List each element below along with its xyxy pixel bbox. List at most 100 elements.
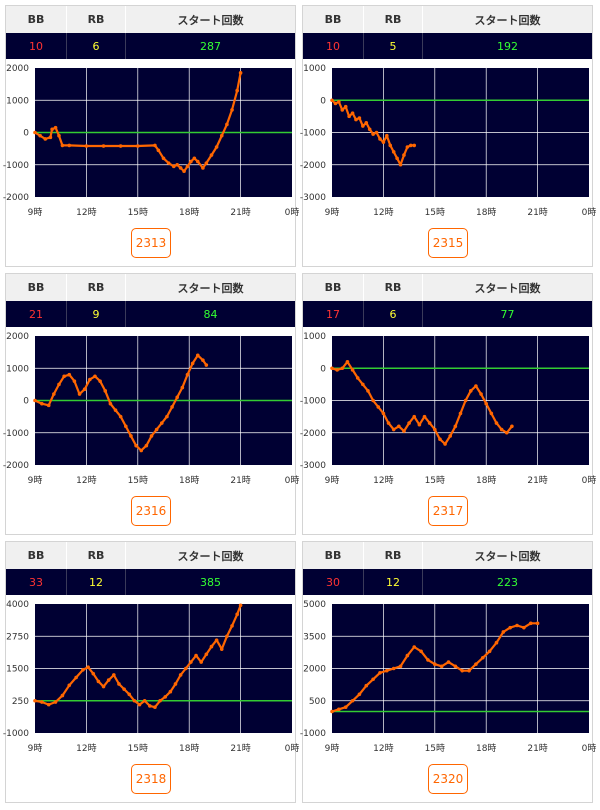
y-tick-label: 0 <box>320 96 326 106</box>
stats-header: BB RB スタート回数 <box>303 274 592 301</box>
x-tick-label: 21時 <box>230 475 250 486</box>
y-tick-label: 0 <box>320 364 326 374</box>
data-point <box>407 421 411 425</box>
machine-number-button[interactable]: 2320 <box>428 764 468 794</box>
data-point <box>417 422 422 427</box>
data-point <box>38 133 42 138</box>
machine-number-button[interactable]: 2318 <box>131 764 171 794</box>
data-point <box>153 143 157 148</box>
data-point <box>178 166 183 170</box>
x-tick-label: 21時 <box>527 475 547 486</box>
y-tick-label: -3000 <box>300 461 326 471</box>
data-point <box>376 405 381 409</box>
data-point <box>426 658 430 662</box>
data-point <box>33 398 37 403</box>
data-point <box>343 705 348 709</box>
start-count-value: 223 <box>422 569 592 595</box>
x-tick-label: 18時 <box>179 475 199 486</box>
y-tick-label: 0 <box>23 129 29 139</box>
data-point <box>427 421 432 425</box>
data-point <box>139 448 144 453</box>
data-point <box>433 662 437 666</box>
data-point <box>108 401 113 406</box>
data-point <box>367 127 372 132</box>
start-count-header: スタート回数 <box>422 542 592 569</box>
x-tick-label: 12時 <box>76 207 96 218</box>
data-point <box>522 625 526 630</box>
data-point <box>91 671 96 676</box>
data-point <box>345 360 350 364</box>
rb-header: RB <box>66 542 125 569</box>
data-point <box>340 108 345 112</box>
x-tick-label: 15時 <box>425 207 445 218</box>
machine-number-button[interactable]: 2315 <box>428 228 468 258</box>
data-point <box>153 705 157 709</box>
data-point <box>189 660 193 664</box>
data-point <box>149 434 154 438</box>
x-tick-label: 0時 <box>582 743 597 754</box>
data-point <box>350 111 355 115</box>
data-point <box>453 664 458 669</box>
data-point <box>474 662 478 666</box>
data-point <box>337 707 341 712</box>
y-tick-label: -2000 <box>3 461 29 471</box>
data-point <box>201 358 205 362</box>
data-point <box>343 104 348 109</box>
data-point <box>194 653 198 658</box>
data-point <box>132 698 137 703</box>
x-tick-label: 0時 <box>285 743 300 754</box>
x-tick-label: 9時 <box>28 207 43 218</box>
x-tick-label: 0時 <box>582 207 597 218</box>
x-tick-label: 0時 <box>285 475 300 486</box>
x-tick-label: 0時 <box>582 475 597 486</box>
bb-header: BB <box>324 549 342 562</box>
series-line <box>34 354 208 452</box>
start-count-header: スタート回数 <box>125 274 295 301</box>
data-point <box>46 702 51 707</box>
data-point <box>192 156 197 161</box>
machine-number-button[interactable]: 2313 <box>131 228 171 258</box>
machine-number-button[interactable]: 2317 <box>428 496 468 526</box>
x-tick-label: 21時 <box>230 207 250 218</box>
data-point <box>127 692 132 697</box>
data-point <box>166 161 171 165</box>
x-tick-label: 21時 <box>527 207 547 218</box>
data-point <box>158 698 162 703</box>
data-point <box>443 442 447 446</box>
x-tick-label: 18時 <box>476 207 496 218</box>
machine-number-button[interactable]: 2316 <box>131 496 171 526</box>
y-tick-label: 4000 <box>6 600 29 610</box>
rb-value: 12 <box>66 569 125 595</box>
data-point <box>385 668 389 673</box>
data-point <box>355 376 360 380</box>
stats-header: BB RB スタート回数 <box>6 542 295 569</box>
data-point <box>535 621 540 626</box>
data-point <box>40 700 44 704</box>
x-tick-label: 15時 <box>128 207 148 218</box>
start-count-value: 84 <box>125 301 295 327</box>
series-line <box>34 72 242 173</box>
data-point <box>88 377 92 382</box>
data-point <box>340 366 345 371</box>
data-point <box>468 389 473 393</box>
data-point <box>33 698 37 703</box>
data-point <box>175 162 180 167</box>
data-point <box>330 709 334 714</box>
rb-header: RB <box>363 6 422 33</box>
data-point <box>412 645 417 649</box>
data-point <box>142 698 147 703</box>
data-point <box>391 666 396 671</box>
bb-value: 17 <box>326 307 340 321</box>
data-point <box>412 143 417 148</box>
data-point <box>74 675 78 680</box>
data-point <box>156 148 161 153</box>
data-point <box>412 414 417 419</box>
data-point <box>170 405 174 409</box>
data-point <box>446 660 451 664</box>
x-tick-label: 9時 <box>325 743 340 754</box>
data-point <box>77 392 82 396</box>
data-point <box>81 667 85 672</box>
stats-values: 21 9 84 <box>6 301 295 327</box>
data-point <box>93 374 97 379</box>
data-point <box>219 133 224 138</box>
